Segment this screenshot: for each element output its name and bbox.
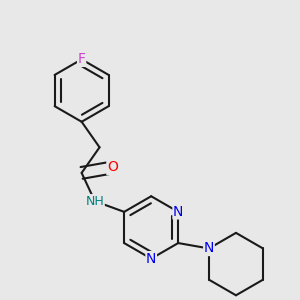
- Text: F: F: [78, 52, 86, 66]
- Text: N: N: [173, 205, 183, 219]
- Text: N: N: [204, 242, 214, 256]
- Text: N: N: [146, 252, 156, 266]
- Text: NH: NH: [85, 195, 104, 208]
- Text: O: O: [107, 160, 118, 175]
